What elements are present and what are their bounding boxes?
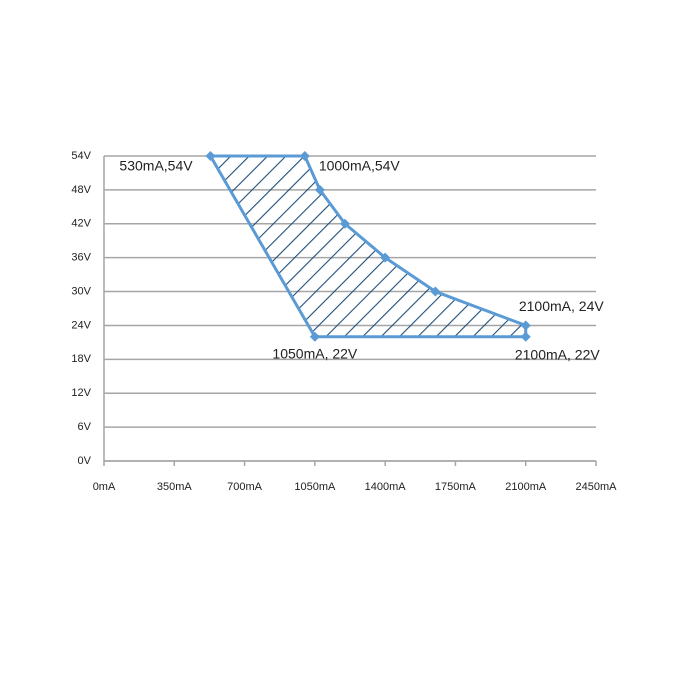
point-marker (205, 151, 216, 161)
x-tick-label: 1750mA (435, 481, 477, 493)
y-tick-label: 6V (78, 421, 92, 433)
operating-area (208, 154, 528, 339)
point-marker (520, 331, 531, 342)
x-tick-label: 2450mA (576, 481, 618, 493)
point-marker (430, 286, 441, 297)
y-tick-label: 18V (71, 353, 91, 365)
point-label: 2100mA, 22V (515, 346, 600, 362)
point-marker (314, 184, 325, 195)
x-tick-label: 700mA (227, 481, 263, 493)
point-label: 530mA,54V (119, 158, 193, 174)
y-tick-label: 48V (71, 184, 91, 196)
y-tick-label: 30V (71, 285, 91, 297)
x-tick-label: 1400mA (365, 481, 407, 493)
y-tick-label: 42V (71, 218, 91, 230)
point-marker (309, 331, 320, 342)
point-marker (380, 252, 391, 263)
x-tick-label: 350mA (157, 481, 193, 493)
point-marker (520, 320, 531, 331)
point-label: 1050mA, 22V (272, 345, 357, 361)
y-tick-label: 12V (71, 387, 91, 399)
x-tick-label: 1050mA (294, 481, 336, 493)
y-tick-label: 54V (71, 150, 91, 162)
y-tick-label: 24V (71, 319, 91, 331)
x-tick-label: 2100mA (505, 481, 547, 493)
y-tick-label: 36V (71, 252, 91, 264)
point-marker (339, 218, 350, 229)
y-tick-label: 0V (78, 455, 92, 467)
point-label: 1000mA,54V (319, 158, 401, 174)
point-label: 2100mA, 24V (519, 298, 604, 314)
point-marker (299, 151, 310, 161)
x-tick-label: 0mA (93, 481, 116, 493)
